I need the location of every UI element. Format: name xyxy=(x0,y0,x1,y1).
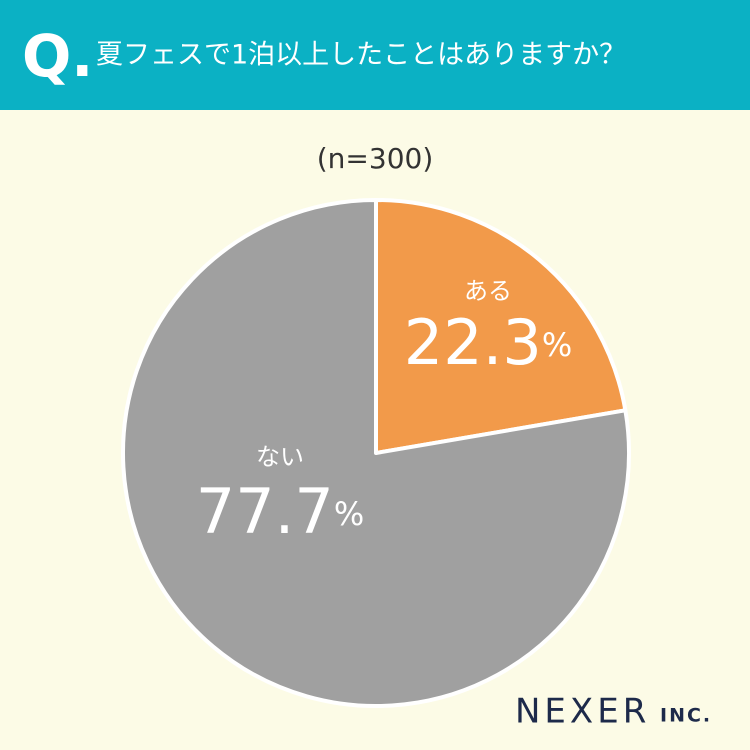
slice-value-label: 77.7% xyxy=(196,475,364,548)
logo-name: NEXER xyxy=(515,692,650,732)
chart-subtitle: (n=300) xyxy=(317,142,434,175)
slice-value-label: 22.3% xyxy=(404,306,572,379)
question-marker: Q. xyxy=(22,22,93,90)
pie-slice xyxy=(121,198,631,708)
pie-slice xyxy=(374,198,628,455)
logo-suffix: INC. xyxy=(660,705,712,727)
slice-category-label: ある xyxy=(464,277,512,305)
pie xyxy=(121,198,631,708)
header-band xyxy=(0,0,750,110)
chart-title: 夏フェスで1泊以上したことはありますか？ xyxy=(96,40,626,71)
slice-category-label: ない xyxy=(256,443,304,471)
